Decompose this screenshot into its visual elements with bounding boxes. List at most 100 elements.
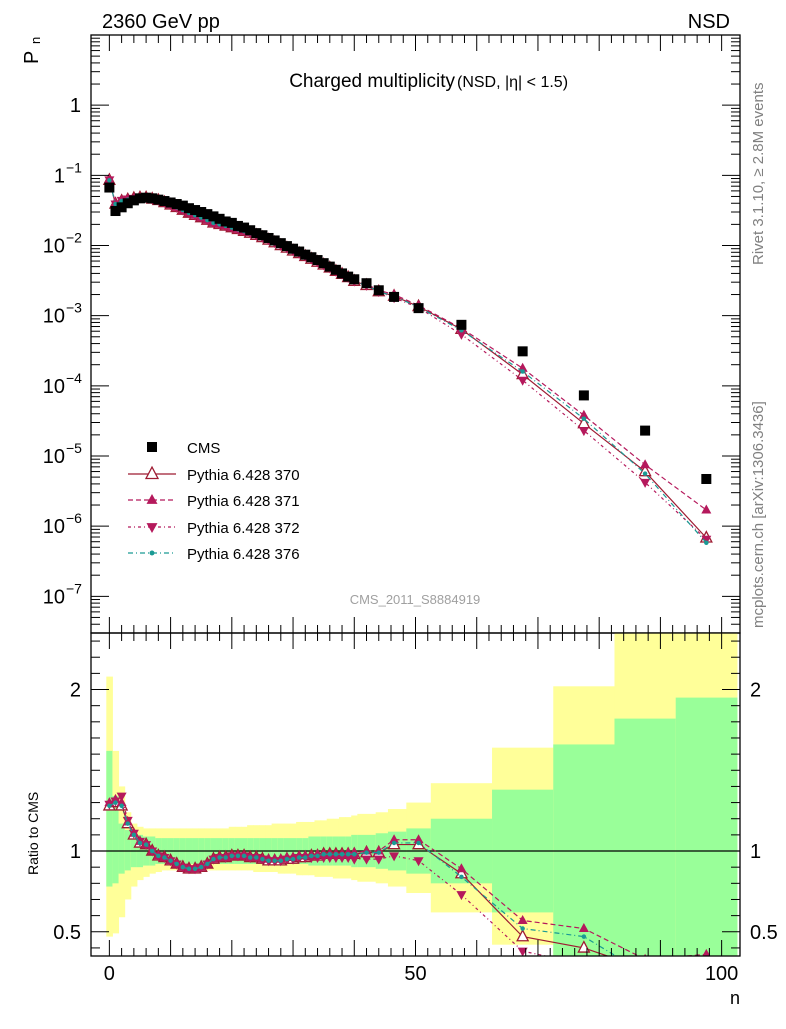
y-tick-label: 10: [43, 376, 65, 398]
ratio-point-p376: [180, 864, 186, 870]
x-axis-label: n: [730, 988, 740, 1008]
ratio-point-p371: [456, 863, 467, 873]
cms-point: [165, 197, 176, 208]
cms-point: [134, 193, 145, 204]
header-right: NSD: [688, 11, 730, 33]
y-tick-exponent: −4: [66, 370, 82, 386]
legend-marker-p376: [149, 550, 155, 556]
main-title-sub: (NSD, |η| < 1.5): [457, 74, 568, 91]
ratio-point-p372: [456, 891, 467, 901]
cms-point: [177, 200, 188, 211]
cms-point: [361, 278, 372, 289]
ratio-point-p376: [303, 855, 308, 860]
cms-point: [288, 243, 299, 254]
ratio-point-p376: [156, 853, 161, 859]
ratio-point-p376: [339, 852, 345, 857]
ratio-point-p376: [168, 858, 173, 863]
legend-label-p371: Pythia 6.428 371: [187, 493, 300, 510]
cms-point: [294, 246, 305, 257]
header-left: 2360 GeV pp: [102, 11, 220, 33]
ratio-point-p376: [125, 821, 130, 826]
ratio-point-p371: [517, 914, 528, 924]
legend: CMS Pythia 6.428 370 Pythia 6.428 371 Pythi…: [128, 440, 300, 563]
cms-point: [190, 205, 201, 216]
ratio-point-p376: [174, 861, 179, 867]
y-axis-label-sub: n: [28, 37, 43, 44]
ratio-point-p376: [266, 858, 271, 863]
ratio-point-p376: [186, 866, 192, 872]
ratio-point-p376: [364, 850, 369, 855]
ratio-point-p376: [119, 803, 124, 809]
ratio-point-p376: [416, 840, 421, 846]
ratio-point-p376: [217, 855, 222, 860]
cms-point: [349, 274, 360, 285]
ratio-point-p376: [272, 858, 277, 863]
cms-point: [153, 194, 164, 205]
ratio-point-p376: [131, 832, 137, 838]
cms-point: [171, 199, 182, 210]
band-inner-bin: [124, 830, 132, 871]
ratio-point-p376: [309, 853, 314, 859]
mcplots-label: mcplots.cern.ch [arXiv:1306.3436]: [750, 401, 767, 628]
cms-point: [640, 425, 651, 436]
cms-point: [517, 346, 528, 357]
ratio-point-p376: [581, 934, 587, 939]
cms-point: [413, 303, 424, 314]
cms-point: [245, 225, 256, 236]
ratio-y-tick-label-right: 2: [750, 680, 761, 702]
cms-point: [128, 195, 139, 206]
main-point-p372: [640, 478, 651, 488]
ratio-point-p376: [198, 864, 204, 870]
ratio-point-p376: [162, 855, 167, 860]
cms-point: [389, 291, 400, 302]
main-point-p376: [520, 369, 525, 374]
y-tick-label: 1: [70, 95, 81, 117]
ratio-point-p371: [578, 923, 589, 933]
ratio-point-p376: [376, 850, 382, 855]
cms-point: [147, 193, 158, 204]
main-point-p372: [517, 376, 528, 386]
legend-label-cms: CMS: [187, 440, 220, 457]
ratio-point-p376: [235, 853, 241, 859]
ratio-point-p372: [389, 852, 400, 862]
ratio-point-p370: [516, 928, 530, 942]
y-tick-label: 10: [43, 446, 65, 468]
y-axis-label: P: [21, 51, 43, 64]
cms-point: [196, 207, 207, 218]
ratio-point-p376: [247, 855, 253, 860]
ratio-y-tick-label: 0.5: [53, 922, 81, 944]
ratio-point-p371: [702, 948, 711, 956]
main-point-p376: [642, 471, 648, 476]
ratio-point-p376: [223, 855, 228, 860]
cms-point: [300, 249, 311, 260]
cms-point: [343, 271, 354, 282]
band-inner-bin: [675, 697, 738, 956]
x-tick-label: 100: [705, 963, 738, 985]
ratio-y-tick-label-right: 1: [750, 841, 761, 863]
main-point-p371: [640, 459, 651, 469]
main-point-p371: [578, 409, 589, 419]
ratio-point-p376: [352, 852, 357, 857]
legend-label-p376: Pythia 6.428 376: [187, 546, 300, 563]
ratio-y-tick-label: 2: [70, 680, 81, 702]
cms-point: [251, 228, 262, 239]
y-tick-label: 10: [43, 306, 65, 328]
ratio-point-p372: [373, 855, 384, 865]
cms-point: [110, 206, 121, 217]
y-tick-label: 10: [43, 235, 65, 257]
ratio-point-p376: [278, 858, 284, 863]
ratio-point-p372: [413, 857, 424, 867]
ratio-point-p376: [143, 842, 149, 847]
ratio-point-p376: [333, 852, 339, 857]
ratio-point-p376: [192, 866, 198, 872]
cms-point: [122, 198, 133, 209]
y-tick-exponent: −7: [66, 580, 82, 596]
ratio-point-p372: [349, 855, 360, 865]
y-tick-label: 1: [54, 165, 65, 187]
y-tick-label: 10: [43, 516, 65, 538]
cms-point: [337, 268, 348, 279]
ratio-point-p376: [459, 874, 464, 880]
x-tick-label: 50: [404, 963, 426, 985]
